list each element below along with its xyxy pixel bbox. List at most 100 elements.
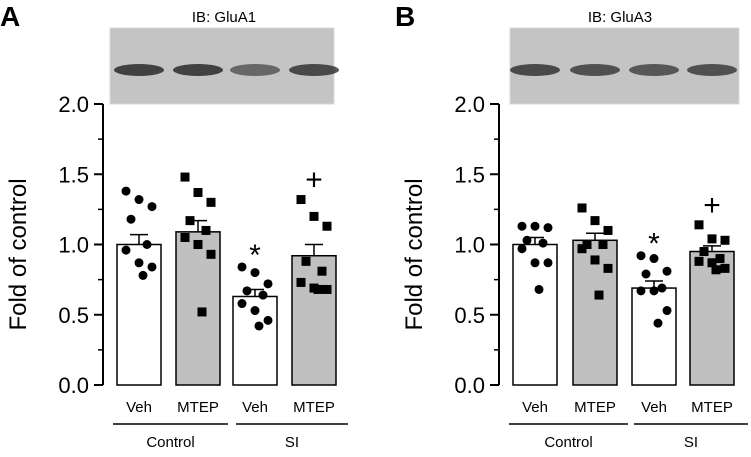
- blot-band: [230, 64, 280, 76]
- data-point: [197, 307, 207, 317]
- significance-mark: *: [648, 228, 660, 261]
- data-point: [522, 235, 532, 245]
- data-point: [193, 188, 203, 198]
- blot-band: [687, 64, 737, 76]
- data-point: [538, 238, 548, 248]
- data-point: [594, 290, 604, 300]
- significance-mark: +: [305, 164, 323, 197]
- data-point: [577, 244, 587, 254]
- group-label: Control: [146, 434, 194, 451]
- x-category-label: Veh: [242, 399, 268, 416]
- y-axis-label: Fold of control: [401, 178, 428, 330]
- data-point: [517, 221, 527, 231]
- data-point: [126, 214, 136, 224]
- data-point: [694, 220, 704, 230]
- data-point: [662, 266, 672, 276]
- data-point: [530, 221, 540, 231]
- data-point: [317, 266, 327, 276]
- data-point: [715, 254, 725, 264]
- y-tick-label: 0.5: [454, 303, 485, 328]
- data-point: [720, 263, 730, 273]
- x-category-label: Veh: [641, 399, 667, 416]
- data-point: [711, 265, 721, 275]
- blot-border: [509, 27, 740, 105]
- data-point: [577, 203, 587, 213]
- data-point: [590, 216, 600, 226]
- data-point: [543, 258, 553, 268]
- data-point: [517, 244, 527, 254]
- group-label: SI: [285, 434, 299, 451]
- data-point: [603, 263, 613, 273]
- y-tick-label: 0.0: [454, 373, 485, 398]
- data-point: [582, 240, 592, 249]
- bar: [291, 254, 337, 386]
- data-point: [201, 225, 211, 235]
- bar: [631, 287, 677, 386]
- data-point: [720, 235, 730, 245]
- blot-title: IB: GluA1: [192, 9, 256, 26]
- group-label: Control: [544, 434, 592, 451]
- blot-band: [173, 64, 223, 76]
- data-point: [185, 216, 195, 226]
- data-point: [707, 258, 717, 268]
- data-point: [309, 211, 319, 221]
- panel-b: B IB: GluA3 0.0 0.5 1.0 1.5 2.0 Fold of control…: [395, 1, 748, 451]
- y-tick-label: 1.0: [58, 233, 89, 258]
- data-point: [530, 258, 540, 268]
- data-point: [543, 223, 553, 233]
- x-category-label: MTEP: [574, 399, 616, 416]
- significance-mark: +: [703, 189, 721, 222]
- significance-mark: *: [249, 239, 261, 272]
- y-tick-label: 1.5: [58, 162, 89, 187]
- data-point: [603, 225, 613, 235]
- data-point: [147, 202, 157, 212]
- data-point: [590, 255, 600, 265]
- data-point: [147, 262, 157, 272]
- data-point: [313, 284, 323, 294]
- data-point: [206, 197, 216, 207]
- data-point: [699, 247, 709, 257]
- y-tick-label: 1.5: [454, 162, 485, 187]
- panel-letter: B: [395, 1, 415, 32]
- blot-band: [114, 64, 164, 76]
- data-point: [193, 240, 203, 249]
- data-point: [534, 284, 544, 294]
- y-tick-label: 0.5: [58, 303, 89, 328]
- data-point: [322, 284, 332, 294]
- panel-a: A IB: GluA1 0.0 0.5 1.0 1.5 2.0 Fold of control…: [0, 1, 348, 451]
- data-point: [180, 232, 190, 242]
- data-point: [653, 318, 663, 328]
- blot-title: IB: GluA3: [588, 9, 652, 26]
- data-point: [258, 290, 268, 300]
- data-point: [694, 256, 704, 266]
- blot-band: [510, 64, 560, 76]
- data-point: [649, 286, 659, 296]
- data-point: [636, 251, 646, 261]
- x-category-label: MTEP: [293, 399, 335, 416]
- panel-letter: A: [0, 1, 20, 32]
- blot-band: [629, 64, 679, 76]
- y-tick-label: 2.0: [454, 92, 485, 117]
- group-label: SI: [684, 434, 698, 451]
- data-point: [121, 186, 131, 196]
- blot-band: [289, 64, 339, 76]
- data-point: [649, 254, 659, 264]
- y-axis-label: Fold of control: [5, 178, 32, 330]
- data-point: [263, 279, 273, 289]
- data-point: [641, 269, 651, 279]
- blot-border: [109, 27, 335, 105]
- data-point: [707, 234, 717, 244]
- data-point: [636, 286, 646, 296]
- data-point: [138, 270, 148, 280]
- data-point: [322, 221, 332, 231]
- data-point: [250, 268, 260, 278]
- blot-band: [570, 64, 620, 76]
- data-point: [180, 172, 190, 182]
- data-point: [296, 277, 306, 287]
- data-point: [263, 315, 273, 325]
- data-point: [142, 240, 152, 249]
- data-point: [237, 262, 247, 272]
- x-category-label: Veh: [126, 399, 152, 416]
- data-point: [134, 195, 144, 205]
